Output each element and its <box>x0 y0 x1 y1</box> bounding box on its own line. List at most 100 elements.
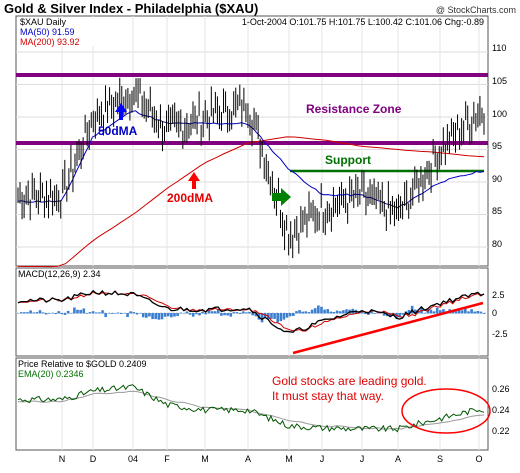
macd-histogram-bar <box>88 312 92 314</box>
macd-histogram-bar <box>320 306 323 314</box>
x-tick-label: S <box>437 454 443 464</box>
macd-histogram-bar <box>442 309 445 314</box>
macd-histogram-bar <box>157 313 161 320</box>
macd-histogram-bar <box>38 310 42 314</box>
ratio-ema-line <box>17 390 485 430</box>
ma200-legend: MA(200) 93.92 <box>20 37 80 47</box>
macd-panel: MACD(12,26,9) 2.34 2.5 0 -2.5 <box>15 267 508 357</box>
macd-trendline <box>292 301 484 355</box>
green-right-arrow-icon <box>272 188 291 206</box>
macd-histogram-bar <box>98 312 101 314</box>
ratio-ema-legend: EMA(20) 0.2346 <box>18 369 84 379</box>
macd-histogram-bar <box>123 312 126 314</box>
x-tick-label: F <box>164 454 170 464</box>
macd-histogram-bar <box>482 313 486 314</box>
200dma-label: 200dMA <box>167 191 213 205</box>
macd-histogram-bar <box>129 311 132 314</box>
price-y-axis: 110 105 100 95 90 85 80 <box>492 43 507 249</box>
macd-histogram <box>16 305 486 323</box>
x-tick-label: 04 <box>128 454 138 464</box>
macd-histogram-bar <box>276 313 279 323</box>
macd-histogram-bar <box>310 309 314 314</box>
macd-histogram-bar <box>417 311 420 314</box>
macd-histogram-bar <box>48 313 51 314</box>
price-y-tick: 110 <box>492 43 506 53</box>
macd-histogram-bar <box>16 313 20 314</box>
ratio-y-tick: 0.24 <box>492 405 510 415</box>
macd-histogram-bar <box>345 309 348 314</box>
macd-histogram-bar <box>188 313 192 315</box>
macd-histogram-bar <box>382 313 386 316</box>
resistance-zone-label: Resistance Zone <box>306 102 402 116</box>
macd-histogram-bar <box>60 313 64 315</box>
macd-histogram-bar <box>254 313 258 317</box>
x-tick-label: D <box>90 454 97 464</box>
ma50-legend: MA(50) 91.59 <box>20 27 75 37</box>
macd-histogram-bar <box>432 311 436 314</box>
macd-histogram-bar <box>435 307 439 314</box>
macd-histogram-bar <box>423 312 426 314</box>
macd-line <box>17 289 485 333</box>
price-y-tick: 105 <box>492 76 507 86</box>
macd-histogram-bar <box>238 313 242 314</box>
macd-histogram-bar <box>210 311 214 314</box>
macd-histogram-bar <box>213 311 217 314</box>
macd-histogram-bar <box>473 311 477 314</box>
macd-histogram-bar <box>54 313 57 315</box>
macd-histogram-bar <box>476 311 480 314</box>
macd-histogram-bar <box>285 313 289 318</box>
price-y-tick: 100 <box>492 109 507 119</box>
macd-histogram-bar <box>173 313 176 317</box>
macd-histogram-bar <box>35 312 39 314</box>
macd-histogram-bar <box>163 313 167 317</box>
macd-histogram-bar <box>370 311 373 314</box>
macd-y-tick: -2.5 <box>492 329 508 339</box>
ma200-line <box>17 136 485 268</box>
macd-histogram-bar <box>479 311 483 314</box>
macd-histogram-bar <box>148 313 151 317</box>
support-label: Support <box>325 153 371 167</box>
x-tick-label: J <box>360 454 365 464</box>
macd-histogram-bar <box>335 310 339 314</box>
macd-histogram-bar <box>292 313 295 316</box>
x-axis: N D 04 F M A M J J A S O <box>59 454 483 464</box>
macd-histogram-bar <box>57 311 61 314</box>
callout-ellipse <box>401 388 491 434</box>
ratio-line <box>17 384 485 433</box>
macd-histogram-bar <box>138 312 142 314</box>
macd-histogram-bar <box>104 313 107 318</box>
macd-histogram-bar <box>73 307 76 314</box>
macd-histogram-bar <box>298 310 301 314</box>
macd-histogram-bar <box>185 311 189 314</box>
macd-histogram-bar <box>29 310 32 314</box>
macd-histogram-bar <box>107 313 111 314</box>
macd-histogram-bar <box>182 313 186 314</box>
macd-histogram-bar <box>145 313 148 318</box>
macd-histogram-bar <box>151 313 154 320</box>
macd-histogram-bar <box>279 313 283 322</box>
ratio-y-tick: 0.22 <box>492 426 510 436</box>
macd-histogram-bar <box>407 309 411 314</box>
x-tick-label: M <box>285 454 293 464</box>
macd-y-tick: 2.5 <box>492 290 505 300</box>
macd-histogram-bar <box>82 308 86 314</box>
macd-histogram-bar <box>439 310 442 314</box>
macd-histogram-bar <box>120 313 123 314</box>
x-tick-label: J <box>320 454 325 464</box>
macd-histogram-bar <box>154 313 158 320</box>
macd-histogram-bar <box>260 313 264 323</box>
macd-label: MACD(12,26,9) 2.34 <box>18 269 101 279</box>
ratio-vertical-gridlines <box>61 358 480 450</box>
macd-histogram-bar <box>191 313 195 317</box>
x-tick-label: A <box>395 454 401 464</box>
macd-histogram-bar <box>464 307 467 314</box>
macd-histogram-bar <box>373 313 376 314</box>
macd-histogram-bar <box>116 312 120 314</box>
macd-histogram-bar <box>51 312 54 314</box>
macd-histogram-bar <box>170 313 173 318</box>
macd-histogram-bar <box>113 313 117 314</box>
x-tick-label: M <box>201 454 209 464</box>
x-tick-label: O <box>475 454 482 464</box>
macd-histogram-bar <box>23 312 26 314</box>
